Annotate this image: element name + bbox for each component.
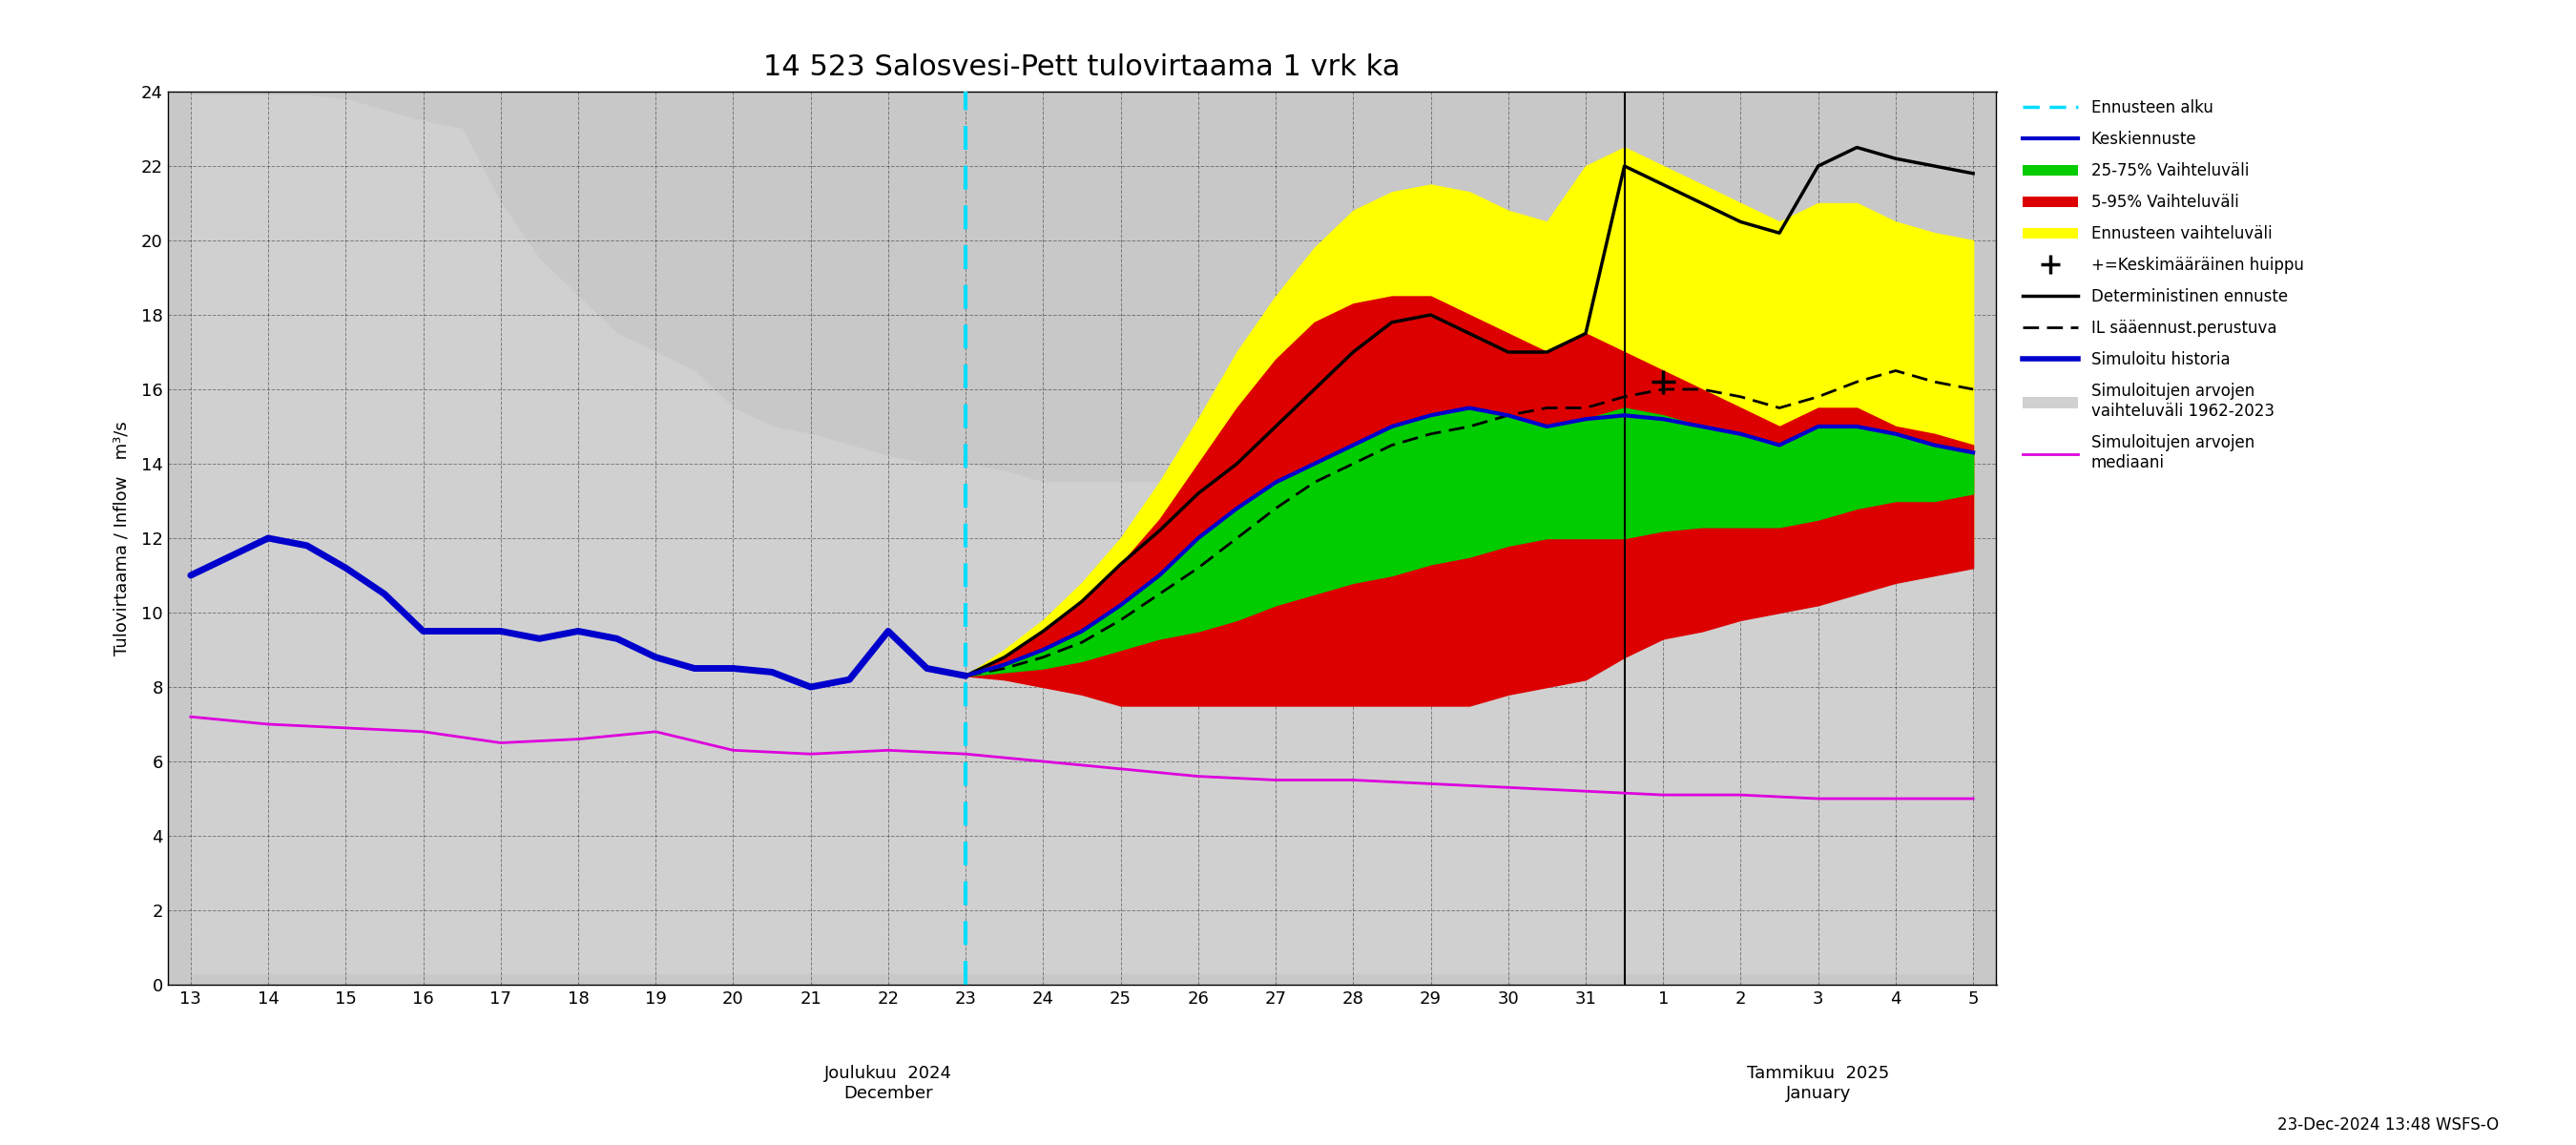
Text: Tammikuu  2025
January: Tammikuu 2025 January [1747, 1065, 1888, 1101]
Text: 23-Dec-2024 13:48 WSFS-O: 23-Dec-2024 13:48 WSFS-O [2277, 1116, 2499, 1134]
Text: Joulukuu  2024
December: Joulukuu 2024 December [824, 1065, 953, 1101]
Y-axis label: Tulovirtaama / Inflow   m³/s: Tulovirtaama / Inflow m³/s [113, 421, 131, 655]
Title: 14 523 Salosvesi-Pett tulovirtaama 1 vrk ka: 14 523 Salosvesi-Pett tulovirtaama 1 vrk… [762, 54, 1401, 81]
Legend: Ennusteen alku, Keskiennuste, 25-75% Vaihteluväli, 5-95% Vaihteluväli, Ennusteen: Ennusteen alku, Keskiennuste, 25-75% Vai… [2014, 92, 2311, 480]
